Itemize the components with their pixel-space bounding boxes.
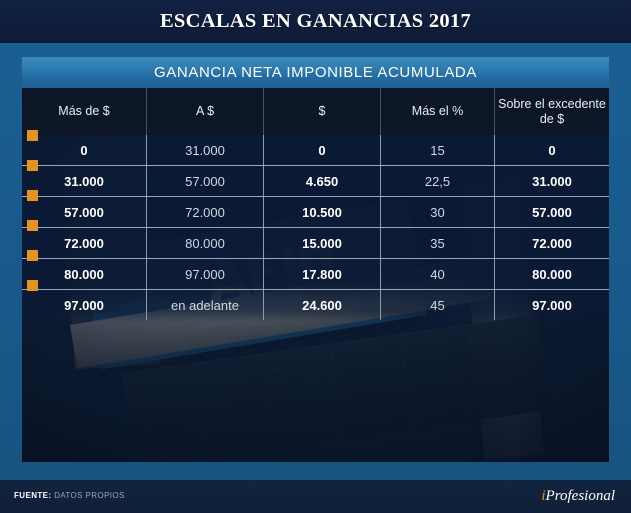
cell-mas-de: 57.000 <box>22 197 147 227</box>
content-panel: AFIP GANANCIA NETA IMPONIBLE ACUMULADA M… <box>22 57 609 462</box>
cell-mas-de: 31.000 <box>22 166 147 196</box>
cell-a: 97.000 <box>147 259 264 289</box>
cell-excedente: 31.000 <box>532 173 572 189</box>
table-row: 31.000 57.000 4.650 22,5 31.000 <box>22 166 609 197</box>
column-header-a: A $ <box>147 88 264 135</box>
cell-excedente: 57.000 <box>532 204 572 220</box>
cell-a: 57.000 <box>147 166 264 196</box>
source-value: DATOS PROPIOS <box>54 491 125 500</box>
cell-a: 72.000 <box>147 197 264 227</box>
cell-mas-de: 97.000 <box>22 290 147 320</box>
table-row: 57.000 72.000 10.500 30 57.000 <box>22 197 609 228</box>
table-row: 97.000 en adelante 24.600 45 97.000 <box>22 290 609 320</box>
cell-porcentaje: 40 <box>381 259 495 289</box>
cell-excedente: 97.000 <box>532 297 572 313</box>
cell-monto: 17.800 <box>264 259 381 289</box>
cell-mas-de: 72.000 <box>22 228 147 258</box>
cell-monto: 24.600 <box>264 290 381 320</box>
column-header-sobre-el-excedente: Sobre el excedente de $ <box>498 97 606 126</box>
table-section-header: GANANCIA NETA IMPONIBLE ACUMULADA <box>22 57 609 88</box>
page-title: ESCALAS EN GANANCIAS 2017 <box>159 10 472 32</box>
title-bar: ESCALAS EN GANANCIAS 2017 <box>0 0 631 43</box>
column-header-monto: $ <box>264 88 381 135</box>
cell-porcentaje: 30 <box>381 197 495 227</box>
table-column-header-row: Más de $ A $ $ Más el % Sobre el exceden… <box>22 88 609 135</box>
table-section-header-label: GANANCIA NETA IMPONIBLE ACUMULADA <box>154 64 477 81</box>
logo-i-mark: i <box>541 488 546 504</box>
source-label: FUENTE: <box>14 491 52 500</box>
cell-mas-de: 80.000 <box>22 259 147 289</box>
source-credit: FUENTE: DATOS PROPIOS <box>14 491 125 500</box>
cell-a: 80.000 <box>147 228 264 258</box>
cell-a: en adelante <box>147 290 264 320</box>
cell-excedente: 0 <box>548 142 556 158</box>
cell-excedente: 72.000 <box>532 235 572 251</box>
column-header-mas-de: Más de $ <box>22 88 147 135</box>
table-row: 72.000 80.000 15.000 35 72.000 <box>22 228 609 259</box>
table-row: 0 31.000 0 15 0 <box>22 135 609 166</box>
cell-porcentaje: 45 <box>381 290 495 320</box>
cell-monto: 15.000 <box>264 228 381 258</box>
tax-brackets-table: GANANCIA NETA IMPONIBLE ACUMULADA Más de… <box>22 57 609 322</box>
cell-monto: 4.650 <box>264 166 381 196</box>
logo-wordmark: Profesional <box>545 488 615 504</box>
cell-mas-de: 0 <box>22 135 147 165</box>
cell-excedente: 80.000 <box>532 266 572 282</box>
iprofesional-logo[interactable]: iProfesional <box>541 488 615 505</box>
footer-bar: FUENTE: DATOS PROPIOS iProfesional <box>0 480 631 513</box>
cell-monto: 0 <box>264 135 381 165</box>
table-body: 0 31.000 0 15 0 31.000 57.000 4.650 22,5… <box>22 135 609 320</box>
cell-porcentaje: 35 <box>381 228 495 258</box>
cell-a: 31.000 <box>147 135 264 165</box>
cell-porcentaje: 15 <box>381 135 495 165</box>
table-row: 80.000 97.000 17.800 40 80.000 <box>22 259 609 290</box>
cell-monto: 10.500 <box>264 197 381 227</box>
column-header-mas-el-porcentaje: Más el % <box>381 88 495 135</box>
cell-porcentaje: 22,5 <box>381 166 495 196</box>
